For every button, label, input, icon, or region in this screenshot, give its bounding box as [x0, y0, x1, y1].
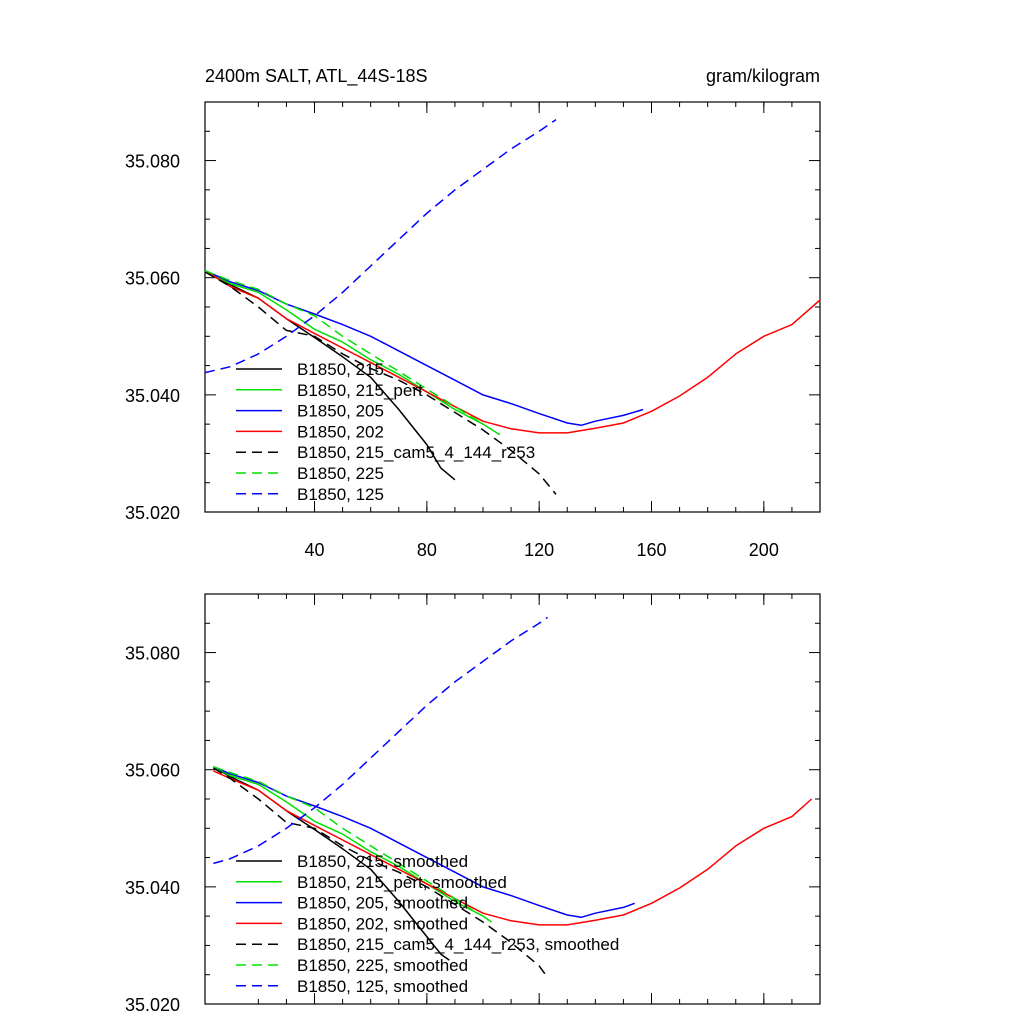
legend-label: B1850, 125: [297, 485, 384, 504]
y-tick-label: 35.080: [125, 152, 180, 172]
series-line: [213, 766, 492, 923]
legend-label: B1850, 225, smoothed: [297, 956, 468, 975]
x-tick-label: 80: [417, 540, 437, 560]
y-tick-label: 35.060: [125, 269, 180, 289]
legend-label: B1850, 215_cam5_4_144_r253, smoothed: [297, 935, 619, 954]
series-line: [204, 270, 644, 427]
legend-label: B1850, 215, smoothed: [297, 852, 468, 871]
bottom-panel: 35.020 35.040 35.060 35.080 B1850, 215, smoo…: [125, 593, 821, 1015]
top-panel: 2400m SALT, ATL_44S-18S gram/kilogram 40…: [125, 66, 821, 560]
series-line: [204, 118, 557, 374]
y-tick-label: 35.020: [125, 995, 180, 1015]
legend-label: B1850, 125, smoothed: [297, 977, 468, 996]
series-line: [204, 271, 557, 495]
legend-label: B1850, 205: [297, 402, 384, 421]
series-line: [213, 766, 476, 913]
y-tick-label: 35.060: [125, 761, 180, 781]
chart-title: 2400m SALT, ATL_44S-18S: [205, 66, 427, 87]
x-tick-label: 160: [636, 540, 666, 560]
y-tick-label: 35.080: [125, 644, 180, 664]
y-tick-label: 35.020: [125, 503, 180, 523]
series-line: [213, 616, 549, 865]
series-line: [213, 770, 813, 926]
legend-label: B1850, 215_pert: [297, 381, 423, 400]
x-tick-label: 120: [524, 540, 554, 560]
legend-label: B1850, 225: [297, 464, 384, 483]
chart-units: gram/kilogram: [706, 66, 820, 86]
x-tick-label: 40: [305, 540, 325, 560]
series-line: [204, 270, 484, 425]
y-tick-label: 35.040: [125, 386, 180, 406]
legend-label: B1850, 205, smoothed: [297, 894, 468, 913]
legend-label: B1850, 202, smoothed: [297, 914, 468, 933]
legend-label: B1850, 215: [297, 360, 384, 379]
series-line: [213, 767, 549, 979]
x-tick-label: 200: [749, 540, 779, 560]
y-tick-label: 35.040: [125, 878, 180, 898]
series-line: [204, 270, 821, 434]
legend-label: B1850, 202: [297, 422, 384, 441]
legend-label: B1850, 215_cam5_4_144_r253: [297, 443, 535, 462]
series-line: [204, 270, 501, 436]
legend-label: B1850, 215_pert, smoothed: [297, 873, 507, 892]
